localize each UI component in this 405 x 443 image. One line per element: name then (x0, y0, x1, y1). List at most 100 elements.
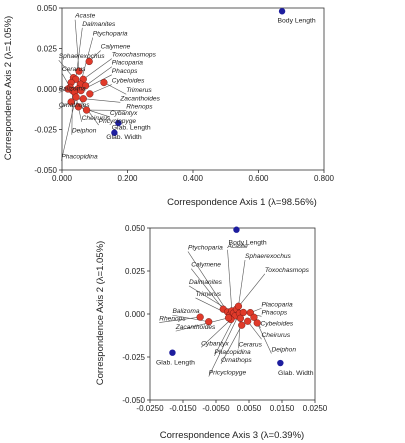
chart-2-taxon-label: Toxochasmops (265, 267, 310, 274)
chart-2-y-tick-label: -0.050 (122, 396, 145, 405)
chart-2-variable-label: Glab. Length (156, 360, 195, 367)
chart-1-taxon-point (72, 93, 80, 101)
chart-2-taxon-point (253, 319, 261, 327)
chart-2-taxon-label: Balizoma (172, 308, 199, 315)
chart-2-leader-line (159, 316, 201, 323)
chart-2-y-tick-label: 0.000 (125, 310, 146, 319)
chart-2-x-tick-label: 0.0050 (237, 404, 262, 413)
chart-2-leader-line (187, 251, 228, 313)
chart-1-y-tick-label: 0.025 (37, 45, 58, 54)
chart-1-taxon-point (100, 78, 108, 87)
chart-2-leader-line (220, 325, 243, 364)
chart-2-taxon-label: Zacanthoides (175, 324, 216, 331)
chart-1-taxon-label: Calymene (101, 44, 131, 51)
chart-2-taxon-label: Ptychoparia (188, 245, 223, 252)
chart-1-taxon-label: Phacops (112, 68, 138, 75)
chart-1-leader-line (61, 88, 79, 161)
chart-1-taxon-point (67, 98, 75, 106)
chart-2-variable-label: Glab. Width (278, 370, 314, 377)
chart-1-taxon-label: Phacopidina (61, 154, 98, 161)
chart-2-taxon-point (250, 313, 258, 321)
chart-1-x-tick-label: 0.600 (248, 174, 269, 183)
chart-2-leader-line (175, 317, 229, 332)
chart-1-x-tick-label: 0.400 (183, 174, 204, 183)
chart-1-y-tick-label: -0.025 (34, 126, 57, 135)
chart-1-variable-point (115, 119, 122, 127)
chart-1-taxon-point (79, 95, 87, 103)
chart-1-taxon-point (81, 82, 90, 90)
chart-1-x-tick-label: 0.200 (117, 174, 138, 183)
chart-2-y-tick-label: 0.050 (125, 224, 146, 233)
chart-1-ylabel: Correspondence Axis 2 (λ=1.05%) (3, 16, 14, 160)
chart-2-x-tick-label: 0.0150 (270, 404, 295, 413)
chart-2-taxon-label: Calymene (191, 262, 221, 269)
chart-1-taxon-label: Sphaerexochus (59, 53, 106, 60)
chart-1-variable-label: Body Length (277, 18, 315, 25)
chart-1-taxon-label: Ornathops (59, 102, 90, 109)
chart-2-leader-line (200, 319, 232, 348)
chart-2-x-tick-label: 0.0250 (303, 404, 328, 413)
chart-2-taxon-label: Pricyclopyge (209, 370, 247, 377)
chart-1-taxon-label: Balizoma (59, 86, 86, 93)
chart-2-leader-line (227, 249, 233, 311)
chart-1-taxon-label: Cerarus (62, 66, 86, 73)
chart-1-taxon-label: Pricyclopyge (99, 118, 137, 125)
chart-1-y-tick-label: 0.050 (37, 4, 58, 13)
chart-2-taxon-label: Placoparia (262, 301, 293, 308)
chart-1-leader-line (58, 60, 74, 78)
chart-2-taxon-point (239, 308, 247, 317)
chart-2-taxon-label: Trimerus (196, 291, 222, 298)
chart-1-taxon-point (86, 90, 94, 98)
chart-2-leader-line (238, 260, 246, 307)
chart-2: 0.050 0.025 0.000 -0.025 -0.050-0.0250 -0.015… (95, 224, 328, 441)
chart-1-variable-label: Glab. Length (112, 125, 151, 132)
chart-2-taxon-point (196, 313, 204, 321)
chart-1-leader-line (85, 66, 112, 87)
chart-1-x-tick-label: 0.000 (52, 174, 73, 183)
chart-2-variable-point (233, 226, 240, 233)
chart-1-leader-line (89, 84, 112, 95)
chart-1-taxon-label: Cybeloides (112, 78, 145, 85)
chart-2-leader-line (247, 321, 262, 340)
chart-1-taxon-label: Ptychoparia (93, 31, 128, 38)
chart-1-taxon-point (74, 103, 82, 111)
chart-2-taxon-point (224, 314, 233, 322)
chart-2-taxon-label: Deiphon (271, 346, 296, 353)
chart-1-y-tick-label: -0.050 (34, 166, 57, 175)
chart-1-leader-line (74, 19, 80, 72)
chart-2-taxon-label: Cybeloides (261, 321, 294, 328)
chart-2-ylabel: Correspondence Axis 2 (λ=1.05%) (95, 241, 106, 385)
chart-1-xlabel: Correspondence Axis 1 (λ=98.56%) (167, 197, 317, 208)
chart-2-taxon-point (238, 321, 246, 329)
chart-2-leader-line (191, 268, 224, 310)
chart-1-variable-point (278, 8, 286, 15)
chart-2-xlabel: Correspondence Axis 3 (λ=0.39%) (160, 430, 304, 441)
chart-1-taxon-point (77, 87, 85, 95)
chart-1-taxon-label: Trimerus (126, 87, 152, 94)
chart-2-variable-point (169, 349, 176, 356)
chart-2-taxon-label: Cerarus (238, 341, 262, 348)
chart-2-taxon-point (205, 318, 213, 326)
chart-2-taxon-label: Cheirurus (262, 332, 291, 339)
chart-1-taxon-label: Placoparia (112, 60, 143, 67)
chart-1-taxon-point (82, 106, 91, 114)
chart-2-taxon-point (234, 302, 243, 310)
chart-2-taxon-label: Phacopidina (214, 349, 251, 356)
chart-1-leader-line (83, 98, 121, 103)
chart-1-x-tick-label: 0.800 (314, 174, 335, 183)
chart-2-x-tick-label: -0.0050 (202, 404, 230, 413)
chart-2-x-tick-label: -0.0150 (169, 404, 197, 413)
chart-2-taxon-label: Dalmanites (189, 279, 223, 286)
chart-1-taxon-label: Cheirurus (82, 115, 111, 122)
chart-1-taxon-label: Dalmanites (82, 21, 116, 28)
chart-1-leader-line (83, 58, 112, 80)
chart-2-taxon-label: Sphaerexochus (245, 253, 292, 260)
chart-2-taxon-label: Rhenops (159, 316, 186, 323)
chart-2-leader-line (256, 322, 272, 354)
chart-1-taxon-label: Acaste (74, 13, 95, 20)
chart-2-taxon-label: Ornathops (221, 357, 252, 364)
chart-1-y-tick-label: 0.000 (37, 85, 58, 94)
chart-2-variable-label: Body Length (229, 239, 267, 246)
